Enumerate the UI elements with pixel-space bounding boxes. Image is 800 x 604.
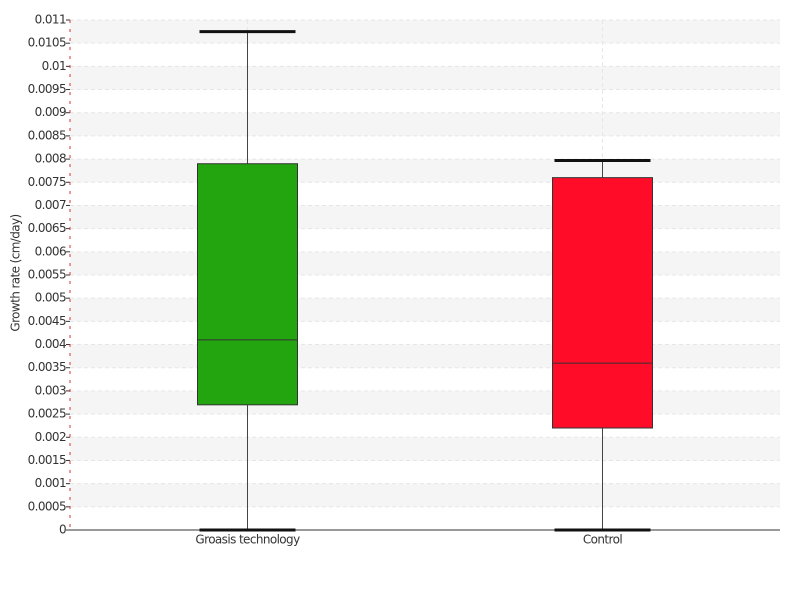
y-tick-label: 0.0045 [28, 314, 66, 328]
y-tick-label: 0.004 [35, 337, 66, 351]
y-tick-label: 0 [59, 523, 66, 537]
y-tick-label: 0.007 [35, 198, 66, 212]
y-tick-label: 0.003 [35, 383, 66, 397]
y-tick-label: 0.005 [35, 291, 66, 305]
y-tick-label: 0.0035 [28, 360, 66, 374]
y-tick-label: 0.006 [35, 244, 66, 258]
y-tick-label: 0.0055 [28, 268, 66, 282]
y-tick-label: 0.008 [35, 152, 66, 166]
y-tick-label: 0.0085 [28, 128, 66, 142]
grid-band [70, 483, 780, 507]
y-tick-label: 0.0105 [28, 36, 66, 50]
y-tick-label: 0.011 [35, 13, 66, 27]
y-tick-label: 0.009 [35, 105, 66, 119]
y-tick-label: 0.0095 [28, 82, 66, 96]
y-tick-label: 0.001 [35, 476, 66, 490]
grid-band [70, 344, 780, 368]
grid-band [70, 66, 780, 90]
y-tick-label: 0.0065 [28, 221, 66, 235]
grid-band [70, 205, 780, 229]
box [552, 177, 653, 429]
y-tick-label: 0.002 [35, 430, 66, 444]
y-tick-label: 0.0025 [28, 407, 66, 421]
x-tick-label: Control [583, 533, 622, 547]
y-tick-label: 0.0015 [28, 453, 66, 467]
grid-band [70, 298, 780, 322]
grid-band [70, 159, 780, 183]
y-tick-label: 0.0005 [28, 499, 66, 513]
grid-band [70, 251, 780, 275]
grid-band [70, 112, 780, 136]
y-tick-label: 0.0075 [28, 175, 66, 189]
x-tick-label: Groasis technology [195, 533, 300, 547]
grid-band [70, 390, 780, 415]
grid-band [70, 20, 780, 44]
box [197, 163, 298, 406]
grid-band [70, 437, 780, 461]
y-axis-label: Growth rate (cm/day) [9, 214, 23, 331]
y-tick-label: 0.01 [42, 59, 66, 73]
